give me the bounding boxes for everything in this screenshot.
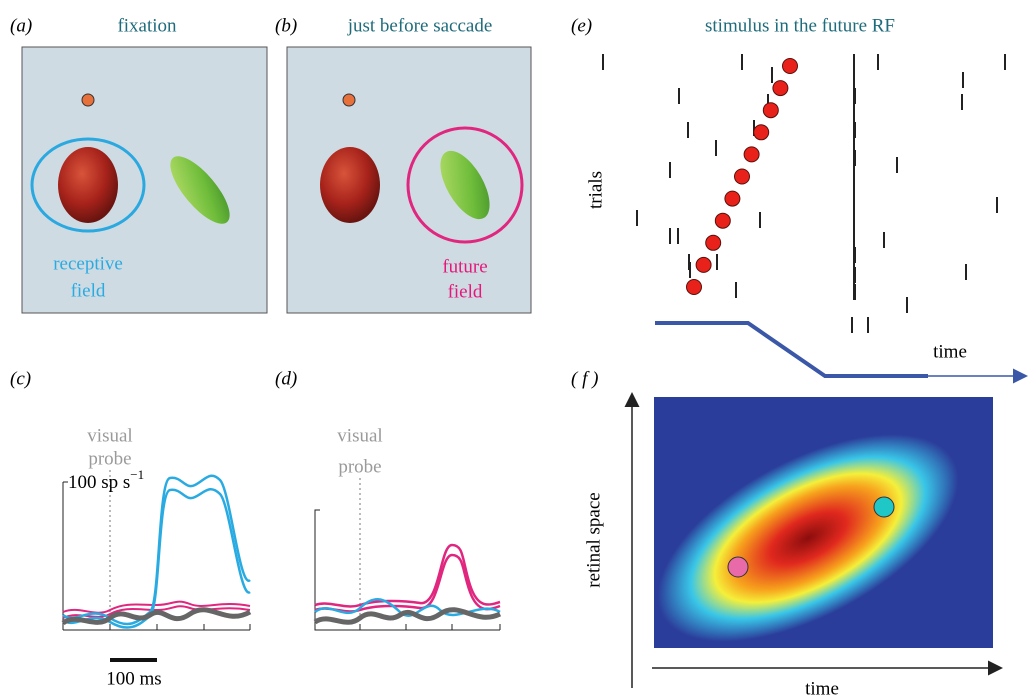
pepper — [170, 156, 230, 224]
axis-label: time — [933, 341, 967, 362]
apple — [58, 147, 118, 223]
trace — [314, 598, 501, 617]
stimulus-dot — [705, 234, 722, 251]
scale-text: 100 sp s — [68, 472, 130, 493]
probe-label: visual — [87, 425, 132, 446]
scale-label: 100 sp s−1 — [68, 467, 144, 493]
panel-c: (c) visual probe 100 sp s−1 100 ms — [10, 368, 252, 689]
trace — [313, 607, 502, 625]
annotation: field — [448, 281, 483, 302]
fixation-point — [81, 93, 95, 107]
apple — [320, 147, 380, 223]
probe-label: probe — [338, 456, 381, 477]
pepper — [440, 150, 490, 220]
stimulus-dot — [753, 124, 770, 141]
stimulus-dot — [695, 256, 712, 273]
stimulus-dot — [734, 168, 750, 185]
stimulus-dot — [743, 146, 760, 163]
panel-b: (b) just before saccade future field — [275, 15, 532, 314]
panel-title: stimulus in the future RF — [705, 15, 895, 36]
trace — [314, 543, 501, 608]
panel-d: (d) visual probe — [275, 368, 502, 631]
panel-label: (c) — [10, 368, 31, 389]
traces — [61, 474, 252, 629]
axis — [63, 624, 251, 631]
panel-label: (d) — [275, 368, 297, 389]
axis-label: trials — [585, 171, 606, 209]
axis-label: retinal space — [583, 492, 604, 587]
panel-title: just before saccade — [347, 15, 493, 36]
scale-label: 100 ms — [106, 668, 161, 689]
panel-a: (a) fixation receptive field — [10, 15, 268, 314]
trace — [61, 607, 252, 626]
panel-label: (b) — [275, 15, 297, 36]
panel-label: (a) — [10, 15, 32, 36]
stimulus-dot — [714, 212, 731, 229]
annotation: receptive — [53, 253, 123, 274]
trace — [314, 553, 501, 613]
axis — [314, 509, 501, 631]
stimulus-dot — [782, 58, 798, 74]
future-rf-point — [873, 496, 895, 518]
future-field — [406, 126, 524, 244]
traces — [313, 543, 502, 625]
fixation-point — [342, 93, 356, 107]
axis-label: time — [805, 678, 839, 699]
trace — [62, 487, 252, 629]
scale-sup: −1 — [130, 467, 144, 482]
stimulus-dot — [772, 80, 789, 97]
panel-label: (e) — [571, 15, 592, 36]
stimulus-dot — [686, 279, 702, 295]
annotation: future — [442, 256, 487, 277]
panel-f: ( f ) retinal space time — [571, 368, 1003, 699]
probe-label: probe — [88, 448, 131, 469]
current-rf-point — [727, 556, 749, 578]
stimulus-dot — [762, 102, 779, 119]
eye-trace — [655, 321, 928, 378]
panel-e: (e) stimulus in the future RF trials tim… — [571, 15, 1028, 384]
stimulus-dot — [724, 190, 741, 207]
receptive-field-map — [657, 434, 959, 642]
probe-label: visual — [337, 425, 382, 446]
panel-title: fixation — [117, 15, 177, 36]
receptive-field — [30, 137, 146, 233]
annotation: field — [71, 280, 106, 301]
panel-label: ( f ) — [571, 368, 598, 389]
